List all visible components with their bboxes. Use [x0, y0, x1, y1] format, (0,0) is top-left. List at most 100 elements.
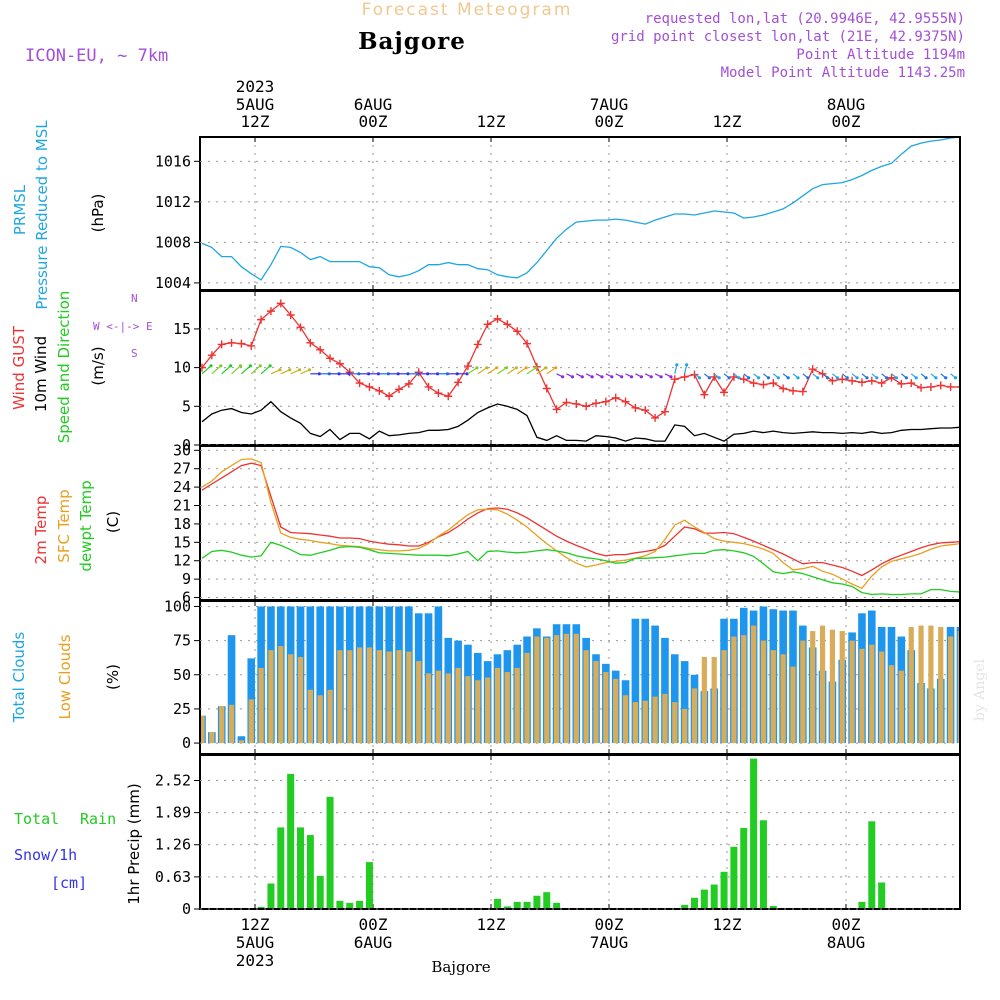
- low-cloud-bar: [603, 672, 609, 744]
- gust-marker: [946, 382, 955, 391]
- gust-marker: [621, 397, 630, 406]
- gust-marker: [247, 341, 256, 350]
- gust-marker: [779, 384, 788, 393]
- total-cloud-bar: [671, 654, 679, 744]
- pressure-label-a: PRMSL: [11, 184, 29, 235]
- low-cloud-bar: [386, 651, 392, 744]
- low-cloud-bar: [357, 647, 363, 744]
- pressure-frame: [199, 136, 961, 291]
- chart-title: Forecast Meteogram: [362, 0, 573, 20]
- low-cloud-bar: [691, 688, 698, 744]
- bottom-time-hour: 12Z: [477, 915, 506, 934]
- wind-arrow-head: [278, 368, 282, 372]
- low-cloud-bar: [721, 650, 727, 744]
- wind-arrow: [270, 369, 281, 375]
- total-cloud-bar: [237, 736, 246, 744]
- rain-bar: [750, 758, 758, 908]
- y-tick-label: 10: [173, 359, 191, 377]
- low-cloud-bar: [928, 625, 934, 744]
- low-cloud-bar: [288, 654, 294, 744]
- gust-marker: [759, 380, 768, 389]
- temperature-marks: [201, 458, 959, 596]
- pressure-panel: 1004 1008 1012 1016: [155, 136, 961, 292]
- rain-bar: [858, 901, 866, 908]
- gust-marker: [562, 398, 571, 407]
- wind-arrow-head: [904, 376, 908, 380]
- low-cloud-bar: [819, 625, 826, 744]
- wind-arrow-head: [327, 372, 331, 376]
- low-cloud-bar: [859, 648, 865, 744]
- wind-arrow-head: [426, 372, 430, 376]
- total-cloud-bar: [956, 626, 959, 744]
- wind-arrow: [241, 365, 251, 375]
- rain-bar: [523, 901, 531, 908]
- wind-arrow-head: [914, 376, 918, 380]
- low-cloud-bar: [829, 629, 835, 744]
- gust-marker: [463, 362, 472, 371]
- bottom-time-hour: 00Z: [359, 915, 388, 934]
- location-title: Bajgore: [358, 28, 466, 55]
- precip-label-total: Total: [14, 810, 59, 828]
- wind-arrow-head: [504, 366, 509, 370]
- wind-arrow-head: [475, 366, 479, 370]
- gust-marker: [306, 338, 315, 347]
- wind-arrow-head: [610, 375, 614, 379]
- total-cloud-bar: [651, 625, 659, 744]
- low-cloud-bar: [278, 646, 284, 744]
- gust-marker: [572, 399, 581, 408]
- gust-marker: [917, 383, 926, 392]
- low-cloud-bar: [642, 700, 648, 744]
- wind-arrow-head: [514, 366, 518, 370]
- bottom-time-hour: 00Z: [832, 915, 861, 934]
- wind-arrow-head: [934, 376, 938, 380]
- pressure-unit: (hPa): [89, 194, 107, 233]
- wind-arrow-head: [455, 372, 459, 376]
- wind-arrow-head: [697, 376, 702, 380]
- gust-marker: [660, 407, 669, 416]
- low-cloud-bar: [869, 644, 875, 744]
- wind-label-10m: 10m Wind: [32, 336, 50, 412]
- top-time-hour: 12Z: [477, 112, 506, 131]
- series-line: [201, 462, 959, 577]
- wind-arrow-head: [229, 364, 233, 368]
- requested-coords: requested lon,lat (20.9946E, 42.9555N): [645, 11, 965, 27]
- gust-marker: [739, 375, 748, 384]
- gust-marker: [503, 320, 512, 329]
- top-time-labels: 5AUG 12Z 6AUG 00Z 12Z 7AUG 00Z 12Z 8AUG …: [236, 95, 866, 131]
- low-cloud-bar: [751, 625, 757, 744]
- rain-bar: [720, 871, 728, 908]
- y-tick-label: 6: [182, 589, 191, 607]
- y-tick-label: 50: [173, 666, 191, 684]
- wind-arrow-head: [669, 375, 673, 379]
- low-cloud-bar: [455, 667, 461, 744]
- low-cloud-bar: [760, 640, 767, 744]
- rain-bar: [730, 846, 738, 908]
- top-time-date: 6AUG: [354, 95, 393, 114]
- top-time-hour: 12Z: [241, 112, 270, 131]
- wind-labels: Wind GUST 10m Wind Speed and Direction (…: [10, 291, 153, 444]
- low-cloud-bar: [711, 657, 717, 744]
- top-time-hour: 00Z: [359, 112, 388, 131]
- wind-arrow-head: [835, 376, 840, 380]
- gust-marker: [828, 376, 837, 385]
- low-cloud-bar: [475, 680, 481, 744]
- rain-bar: [769, 905, 777, 908]
- low-cloud-bar: [741, 635, 747, 744]
- wind-arrow: [516, 367, 527, 375]
- wind-arrow: [211, 365, 222, 375]
- rain-bar: [297, 827, 304, 908]
- gust-marker: [473, 340, 482, 349]
- total-cloud-bar: [316, 606, 324, 744]
- compass-n: N: [131, 292, 138, 305]
- low-cloud-bar: [672, 702, 678, 744]
- gust-marker: [483, 320, 492, 329]
- compass-s: S: [131, 347, 138, 360]
- wind-arrow: [970, 374, 975, 378]
- wind-arrow: [536, 367, 547, 375]
- gust-marker: [286, 310, 295, 319]
- y-tick-label: 27: [173, 460, 191, 478]
- point-altitude: Point Altitude 1194m: [796, 47, 965, 63]
- gust-marker: [217, 340, 226, 349]
- clouds-panel: 0 25 50 75 100: [164, 597, 961, 755]
